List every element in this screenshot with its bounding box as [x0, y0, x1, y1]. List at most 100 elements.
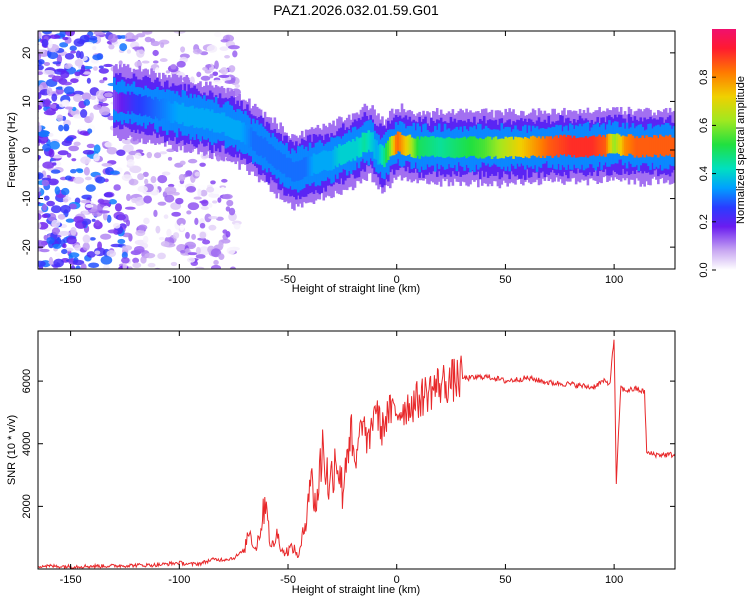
ridge-segment — [375, 140, 378, 160]
ridge-segment — [385, 143, 388, 163]
noise-blob — [85, 184, 96, 192]
ridge-segment — [355, 136, 359, 157]
noise-blob — [160, 241, 170, 247]
ridge-segment — [578, 137, 582, 157]
noise-blob — [108, 199, 117, 205]
ridge-segment — [590, 136, 594, 156]
noise-blob — [82, 71, 91, 75]
ridge-segment — [420, 136, 423, 156]
ridge-segment — [445, 137, 449, 158]
noise-blob — [127, 266, 134, 269]
ridge-segment — [140, 96, 144, 117]
noise-blob — [171, 211, 181, 217]
noise-blob — [28, 111, 34, 116]
ridge-segment — [480, 139, 484, 159]
ridge-segment — [443, 138, 447, 159]
x-tick-label: 100 — [605, 574, 623, 586]
noise-blob — [228, 207, 236, 216]
noise-blob — [220, 67, 229, 75]
ridge-segment — [635, 136, 639, 156]
noise-blob — [100, 233, 112, 240]
ridge-segment — [167, 101, 171, 121]
noise-blob — [42, 69, 55, 75]
noise-blob — [81, 210, 89, 215]
noise-blob — [136, 33, 146, 38]
noise-blob — [158, 236, 165, 241]
noise-blob — [214, 31, 222, 38]
noise-blob — [92, 66, 98, 71]
noise-blob — [38, 104, 43, 111]
noise-blob — [95, 89, 107, 99]
ridge-segment — [250, 127, 253, 147]
ridge-segment — [522, 138, 525, 158]
noise-blob — [200, 189, 208, 197]
ridge-segment — [289, 158, 292, 178]
noise-blob — [181, 35, 187, 42]
noise-blob — [114, 203, 123, 212]
x-tick-label: -100 — [168, 274, 190, 286]
y-tick-label: -10 — [21, 191, 33, 207]
noise-blob — [75, 50, 81, 59]
noise-blob — [208, 203, 213, 208]
spectrogram-x-ticks: -150 -100 -50 0 50 100 — [60, 31, 623, 286]
ridge-segment — [461, 137, 464, 158]
ridge-segment — [672, 137, 675, 158]
ridge-segment — [222, 112, 226, 132]
ridge-segment — [208, 111, 212, 131]
noise-blob — [38, 172, 44, 180]
ridge-segment — [130, 91, 134, 112]
ridge-segment — [334, 146, 337, 166]
noise-blob — [134, 152, 142, 159]
noise-blob — [204, 213, 212, 223]
ridge-segment — [212, 112, 216, 133]
ridge-segment — [549, 136, 553, 156]
ridge-segment — [340, 145, 343, 166]
colorbar-gradient — [712, 29, 736, 270]
ridge-segment — [402, 135, 406, 156]
ridge-segment — [551, 138, 554, 158]
ridge-segment — [504, 136, 508, 157]
noise-blob — [98, 102, 109, 107]
noise-blob — [98, 68, 109, 74]
noise-blob — [61, 187, 70, 196]
ridge-segment — [645, 135, 648, 155]
ridge-segment — [523, 136, 527, 157]
noise-blob — [29, 218, 38, 221]
noise-blob — [219, 46, 229, 51]
spectrogram-y-ticks: -20 -10 0 10 20 — [21, 47, 675, 255]
noise-blob — [44, 98, 51, 107]
noise-blob — [31, 259, 36, 265]
noise-blob — [210, 248, 222, 258]
noise-blob — [48, 60, 54, 69]
spectrogram-x-axis-label: Height of straight line (km) — [292, 283, 420, 295]
ridge-segment — [210, 109, 214, 129]
ridge-segment — [336, 147, 339, 168]
noise-blob — [93, 144, 101, 154]
y-tick-label: 20 — [21, 47, 33, 59]
noise-blob — [153, 152, 162, 159]
ridge-segment — [576, 137, 580, 158]
noise-blob — [195, 27, 205, 31]
ridge-segment — [520, 137, 523, 158]
noise-blob — [210, 180, 216, 185]
ridge-segment — [124, 94, 128, 114]
noise-blob — [31, 61, 35, 64]
snr-y-ticks: 2000 4000 6000 — [21, 369, 675, 519]
noise-blob — [28, 91, 35, 96]
ridge-segment — [369, 132, 373, 152]
ridge-segment — [330, 151, 333, 171]
noise-blob — [205, 64, 212, 68]
ridge-segment — [132, 93, 136, 114]
ridge-segment — [651, 137, 654, 158]
noise-blob — [28, 227, 35, 231]
ridge-segment — [539, 138, 543, 158]
noise-blob — [157, 201, 167, 206]
noise-blob — [82, 234, 91, 244]
ridge-segment — [561, 135, 564, 156]
ridge-segment — [195, 107, 198, 128]
noise-blob — [152, 49, 159, 57]
ridge-segment — [592, 135, 596, 155]
ridge-segment — [257, 136, 261, 157]
ridge-segment — [625, 136, 629, 157]
noise-blob — [197, 188, 202, 198]
